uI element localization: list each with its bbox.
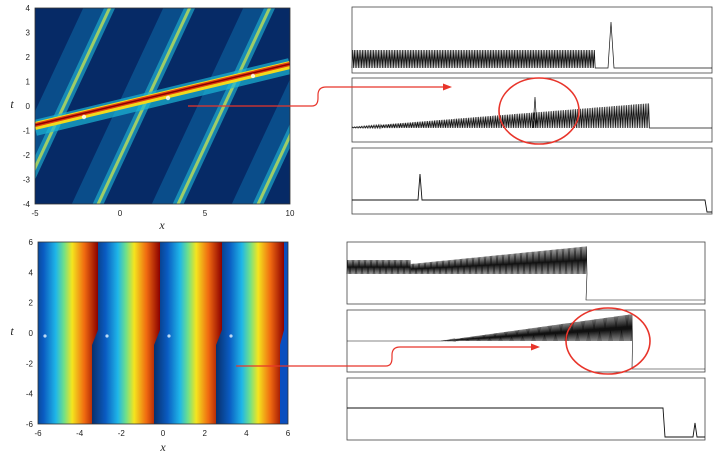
bottom-y-tick: -6 xyxy=(26,420,34,429)
bottom-y-ticks: 6 4 2 0 -2 -4 -6 xyxy=(26,238,34,429)
top-y-tick: 0 xyxy=(26,102,31,111)
bottom-arrowhead xyxy=(531,343,540,351)
signal-panel-top-1 xyxy=(351,6,713,74)
top-y-label: t xyxy=(10,97,14,111)
top-heatmap-field xyxy=(35,8,290,204)
bottom-x-tick: 6 xyxy=(286,429,291,438)
top-y-ticks: 4 3 2 1 0 -1 -2 -3 -4 xyxy=(23,4,31,209)
bottom-y-tick: -4 xyxy=(26,390,34,399)
signal-panel-bottom-3 xyxy=(346,377,706,441)
bottom-y-tick: -2 xyxy=(26,359,34,368)
top-y-tick: 1 xyxy=(26,78,31,87)
top-y-tick: -2 xyxy=(23,151,31,160)
bottom-x-tick: -2 xyxy=(118,429,126,438)
top-x-tick: -5 xyxy=(31,209,39,218)
signal-trace-bottom-1 xyxy=(346,246,705,301)
top-heatmap xyxy=(34,7,291,205)
top-x-tick: 10 xyxy=(286,209,295,218)
top-y-tick: -3 xyxy=(23,176,31,185)
bottom-y-tick: 6 xyxy=(29,238,34,247)
bottom-heatmap-field xyxy=(38,242,284,424)
signal-trace-top-1 xyxy=(351,21,712,69)
signal-panel-top-2 xyxy=(351,77,713,143)
bottom-y-tick: 4 xyxy=(29,268,34,277)
bottom-y-label: t xyxy=(10,324,14,338)
bottom-connector-arrow xyxy=(236,346,532,367)
top-y-tick: -1 xyxy=(23,127,31,136)
signal-trace-bottom-2 xyxy=(347,314,705,370)
top-signal-panels xyxy=(351,6,713,215)
bottom-x-tick: 2 xyxy=(202,429,207,438)
bottom-x-label: x xyxy=(159,440,166,454)
bottom-heatmap-frame xyxy=(37,241,289,425)
top-x-tick: 5 xyxy=(203,209,208,218)
top-x-label: x xyxy=(158,218,165,232)
bottom-x-tick: 0 xyxy=(161,429,166,438)
top-x-tick: 0 xyxy=(118,209,123,218)
bottom-highlight-circle xyxy=(565,307,651,375)
bottom-x-ticks: -6 -4 -2 0 2 4 6 xyxy=(34,429,290,438)
signal-panel-top-3 xyxy=(351,147,713,215)
bottom-y-tick: 2 xyxy=(29,299,34,308)
top-y-tick: -4 xyxy=(23,200,31,209)
bottom-x-tick: -6 xyxy=(34,429,42,438)
bottom-x-tick: -4 xyxy=(76,429,84,438)
bottom-heatmap xyxy=(37,241,289,425)
signal-trace-bottom-3 xyxy=(347,407,705,438)
signal-trace-top-3 xyxy=(352,173,712,213)
top-x-ticks: -5 0 5 10 xyxy=(31,209,295,218)
top-y-tick: 4 xyxy=(26,4,31,13)
top-arrowhead xyxy=(443,83,452,91)
bottom-x-tick: 4 xyxy=(244,429,249,438)
bottom-y-tick: 0 xyxy=(29,329,34,338)
top-connector-arrow xyxy=(188,86,444,107)
bottom-signal-panels xyxy=(346,241,706,441)
top-y-tick: 2 xyxy=(26,53,31,62)
top-highlight-circle xyxy=(498,77,580,145)
top-y-tick: 3 xyxy=(26,29,31,38)
